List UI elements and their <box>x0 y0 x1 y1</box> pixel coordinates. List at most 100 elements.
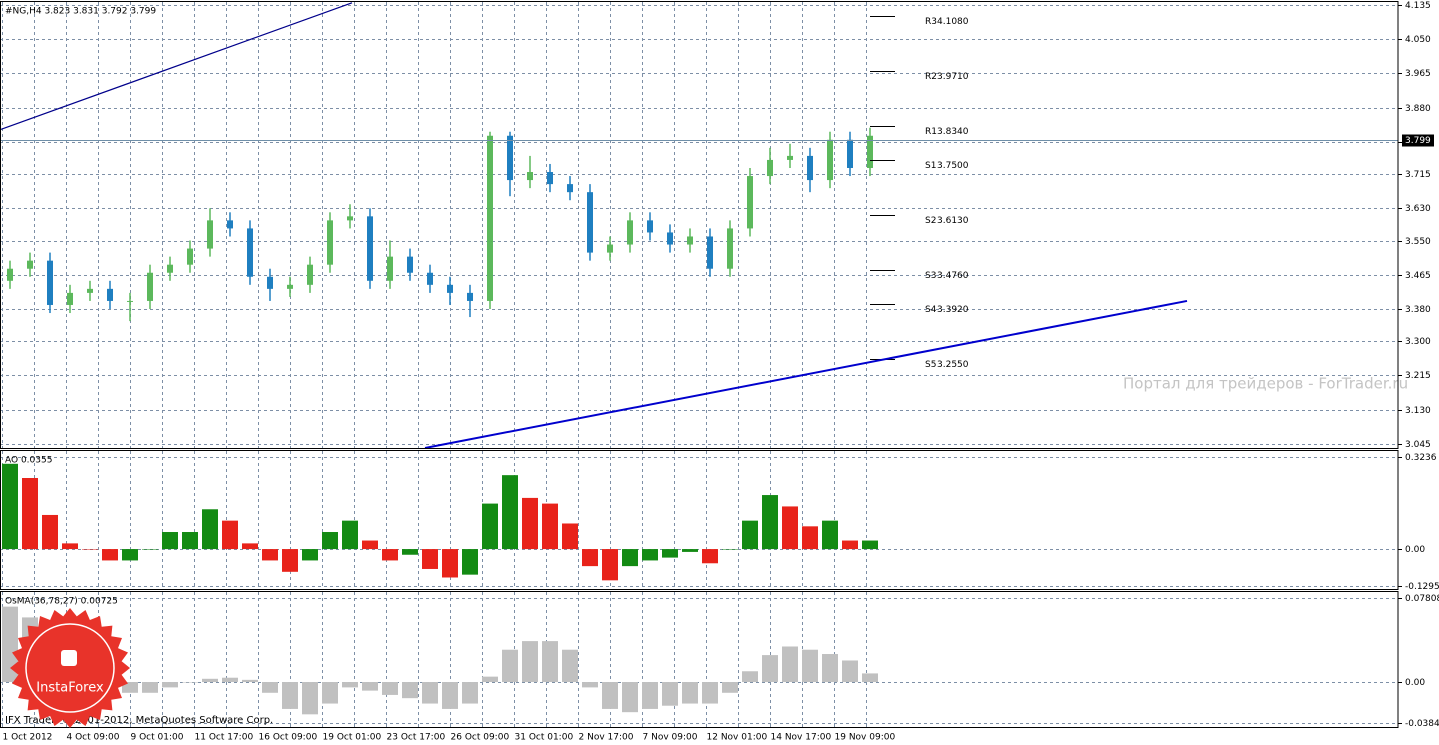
histogram-bar <box>682 549 698 552</box>
candle-body <box>547 172 553 185</box>
histogram-bar <box>222 520 238 550</box>
histogram-bar <box>862 540 878 550</box>
pane-title: AO 0.0355 <box>5 456 52 466</box>
y-tick-label: 3.045 <box>1405 440 1431 450</box>
badge-icon <box>61 650 77 666</box>
histogram-bar <box>242 679 258 683</box>
badge-ring <box>25 623 115 713</box>
trend-line <box>0 2 353 131</box>
y-tick-label: 3.550 <box>1405 237 1431 247</box>
histogram-bar <box>502 475 518 550</box>
histogram-bar <box>782 506 798 550</box>
candle-body <box>147 272 153 301</box>
pivot-name: R1 <box>925 127 937 137</box>
histogram-bar <box>522 497 538 550</box>
candle-body <box>607 244 613 253</box>
y-tick-label: 3.380 <box>1405 305 1431 315</box>
candle-body <box>327 220 333 265</box>
histogram-bar <box>482 503 498 550</box>
histogram-bar <box>862 673 878 683</box>
histogram-bar <box>822 520 838 550</box>
candle-body <box>687 236 693 245</box>
y-tick-label: 4.050 <box>1405 35 1431 45</box>
candle-body <box>207 220 213 249</box>
histogram-bar <box>282 549 298 572</box>
histogram-bar <box>582 549 598 567</box>
x-tick-label: 23 Oct 17:00 <box>387 733 446 743</box>
y-tick-label: 3.715 <box>1405 170 1431 180</box>
pivot-name: S2 <box>925 216 936 226</box>
histogram-bar <box>822 654 838 683</box>
candle-body <box>167 264 173 273</box>
candle-body <box>67 292 73 305</box>
histogram-bar <box>642 549 658 561</box>
watermark: Портал для трейдеров - ForTrader.ru <box>1123 375 1408 393</box>
histogram-bar <box>382 682 398 695</box>
histogram-bar <box>122 549 138 561</box>
candle-body <box>247 228 253 277</box>
candle-body <box>767 159 773 177</box>
candle-body <box>707 236 713 269</box>
pivot-label: 3.4760 <box>937 271 969 281</box>
histogram-bar <box>322 682 338 704</box>
histogram-bar <box>402 549 418 555</box>
candle-body <box>467 292 473 301</box>
x-tick-label: 12 Nov 01:00 <box>707 733 768 743</box>
pivot-name: S4 <box>925 305 937 315</box>
x-tick-label: 11 Oct 17:00 <box>195 733 254 743</box>
histogram-bar <box>762 655 778 683</box>
histogram-bar <box>262 682 278 693</box>
x-tick-label: 19 Nov 09:00 <box>835 733 896 743</box>
histogram-bar <box>202 509 218 550</box>
pivot-label: 3.6130 <box>937 216 969 226</box>
candle-body <box>267 276 273 289</box>
candle-body <box>187 248 193 265</box>
histogram-bar <box>502 649 518 683</box>
histogram-bar <box>142 682 158 693</box>
histogram-bar <box>422 682 438 704</box>
histogram-bar <box>2 606 18 683</box>
histogram-bar <box>622 682 638 713</box>
y-tick-label: 3.880 <box>1405 104 1431 114</box>
y-tick-label: 0.07808 <box>1405 594 1439 604</box>
x-tick-label: 4 Oct 09:00 <box>67 733 120 743</box>
candle-body <box>807 155 813 181</box>
badge-text: InstaForex <box>36 681 104 696</box>
histogram-bar <box>382 549 398 561</box>
histogram-bar <box>202 678 218 683</box>
histogram-bar <box>142 549 158 550</box>
histogram-bar <box>42 514 58 550</box>
histogram-bar <box>582 682 598 688</box>
histogram-bar <box>2 463 18 550</box>
candle-body <box>87 288 93 293</box>
candle-body <box>287 284 293 289</box>
pivot-label: 3.8340 <box>937 127 969 137</box>
candle-body <box>407 256 413 273</box>
candle-body <box>387 256 393 281</box>
histogram-bar <box>222 677 238 683</box>
y-tick-label: 4.135 <box>1405 1 1431 11</box>
histogram-bar <box>742 520 758 550</box>
pivot-name: R3 <box>925 17 937 27</box>
pivot-label: 3.3920 <box>937 305 969 315</box>
histogram-bar <box>802 649 818 683</box>
y-tick-label: -0.1295 <box>1405 582 1439 592</box>
candle-body <box>587 192 593 253</box>
candle-body <box>747 176 753 229</box>
y-tick-label: 3.465 <box>1405 271 1431 281</box>
histogram-bar <box>562 523 578 550</box>
histogram-bar <box>262 549 278 561</box>
histogram-bar <box>442 549 458 578</box>
candle-body <box>507 135 513 181</box>
histogram-bar <box>702 682 718 704</box>
y-tick-label: 3.215 <box>1405 371 1431 381</box>
histogram-bar <box>542 503 558 550</box>
last-price-box <box>1402 134 1434 147</box>
histogram-bar <box>542 641 558 683</box>
histogram-bar <box>662 549 678 558</box>
histogram-bar <box>182 532 198 550</box>
histogram-bar <box>62 543 78 550</box>
histogram-bar <box>602 682 618 709</box>
